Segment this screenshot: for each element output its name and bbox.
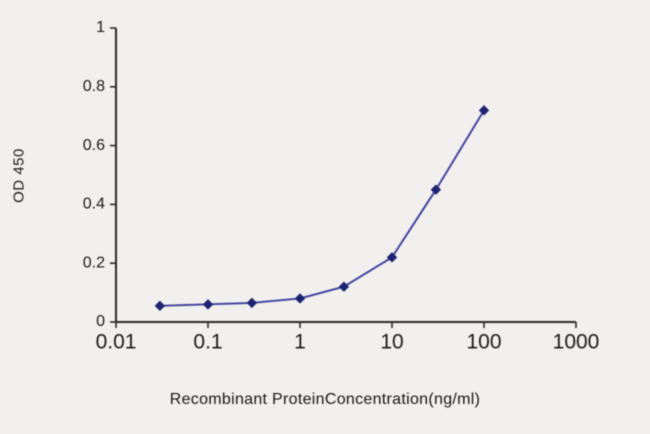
- y-tick-label: 0.4: [83, 196, 105, 213]
- x-tick-label: 1: [294, 330, 306, 353]
- data-point-marker: [294, 293, 306, 304]
- x-tick-label: 10: [380, 330, 403, 353]
- x-tick-label: 100: [466, 330, 501, 353]
- x-tick-label: 0.01: [96, 330, 137, 353]
- y-tick-label: 0: [96, 313, 105, 330]
- data-point-marker: [478, 105, 490, 116]
- x-axis-label: Recombinant ProteinConcentration(ng/ml): [169, 391, 481, 408]
- y-tick-label: 0.8: [83, 78, 105, 95]
- y-tick-label: 1: [96, 19, 105, 36]
- data-point-marker: [202, 299, 214, 310]
- x-tick-label: 0.1: [193, 330, 222, 353]
- y-tick-label: 0.6: [83, 137, 105, 154]
- data-point-marker: [430, 184, 442, 195]
- data-point-marker: [154, 300, 166, 312]
- x-tick-label: 1000: [553, 330, 600, 353]
- data-point-marker: [338, 281, 350, 292]
- data-point-marker: [386, 252, 398, 263]
- y-tick-label: 0.2: [83, 254, 105, 271]
- y-axis-label: OD 450: [10, 148, 28, 203]
- data-point-marker: [246, 297, 258, 309]
- series-line: [159, 109, 485, 307]
